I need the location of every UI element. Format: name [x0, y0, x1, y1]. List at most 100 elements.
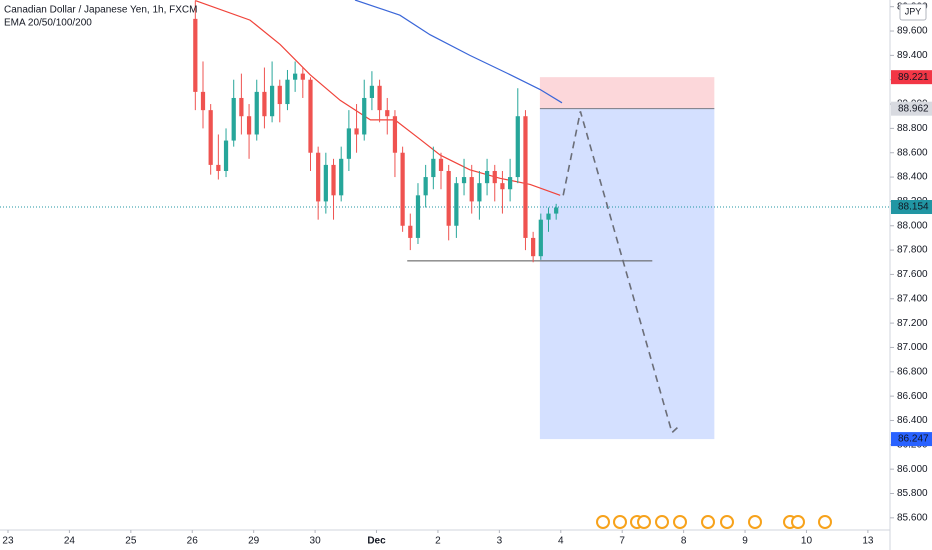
plot-area — [0, 0, 890, 440]
indicator-label: EMA 20/50/100/200 — [4, 18, 92, 29]
candle-body — [369, 85, 375, 98]
price-label: 89.221 — [898, 72, 929, 83]
currency-badge[interactable] — [899, 3, 927, 21]
event-icon[interactable] — [613, 515, 627, 529]
candle-body — [392, 116, 398, 153]
candle-body — [523, 116, 528, 238]
price-label-bg — [891, 101, 932, 116]
y-tick-label: 87.800 — [897, 245, 928, 256]
price-label-bg — [891, 432, 932, 447]
candle-body — [385, 110, 390, 117]
y-tick-label: 87.000 — [897, 342, 928, 353]
event-icon[interactable] — [673, 515, 687, 529]
candle-body — [362, 97, 367, 135]
candle-body — [277, 85, 282, 105]
events — [596, 515, 832, 529]
candle-body — [246, 116, 252, 135]
candle-body — [223, 140, 229, 171]
candle-body — [293, 73, 298, 80]
candle-body — [531, 237, 536, 257]
candle-body — [484, 170, 490, 184]
event-icon[interactable] — [596, 515, 610, 529]
candle-body — [231, 97, 236, 141]
x-tick-label: 2 — [435, 536, 441, 547]
price-label: 88.154 — [898, 202, 929, 213]
y-tick-label: 86.600 — [897, 391, 928, 402]
candle-body — [300, 73, 305, 80]
candle-body — [477, 183, 482, 202]
candle-body — [431, 158, 436, 178]
candle-body — [308, 79, 313, 153]
price-label: 88.962 — [898, 103, 929, 114]
y-tick-label: 88.400 — [897, 172, 928, 183]
candle-body — [354, 128, 359, 135]
event-icon[interactable] — [791, 515, 805, 529]
x-tick-label: 13 — [862, 536, 874, 547]
y-tick-label: 85.800 — [897, 488, 928, 499]
x-tick-label: 10 — [801, 536, 813, 547]
candle-body — [200, 91, 206, 111]
candle-body — [377, 85, 382, 111]
x-tick-label: 4 — [558, 536, 564, 547]
event-icon[interactable] — [655, 515, 669, 529]
candle-body — [492, 170, 497, 184]
candle-body — [262, 91, 267, 117]
price-label-bg — [891, 200, 932, 215]
candle-body — [500, 183, 505, 190]
x-tick-label: 26 — [187, 536, 199, 547]
price-label: 86.247 — [898, 434, 929, 445]
event-icon[interactable] — [818, 515, 832, 529]
y-tick-label: 88.000 — [897, 220, 928, 231]
candle-body — [316, 152, 321, 202]
event-icon[interactable] — [701, 515, 715, 529]
y-tick-label: 89.600 — [897, 26, 928, 37]
chart-title: Canadian Dollar / Japanese Yen, 1h, FXCM — [4, 5, 197, 16]
candle-body — [216, 164, 221, 171]
price-label-bg — [891, 70, 932, 85]
candle-body — [254, 91, 259, 135]
stop-zone — [539, 77, 715, 109]
y-tick-label: 85.600 — [897, 512, 928, 523]
y-tick-label: 89.400 — [897, 50, 928, 61]
y-tick-label: 87.200 — [897, 318, 928, 329]
candle-body — [538, 219, 543, 257]
x-tick-label: 7 — [619, 536, 625, 547]
event-icon[interactable] — [720, 515, 734, 529]
candle-body — [269, 85, 275, 117]
candle-body — [400, 152, 405, 226]
candle-body — [446, 170, 451, 226]
x-tick-label: 9 — [742, 536, 748, 547]
candle-body — [323, 164, 328, 202]
candle-body — [285, 79, 290, 105]
candle-body — [415, 195, 421, 238]
y-tick-label: 88.800 — [897, 123, 928, 134]
candle-body — [554, 207, 559, 214]
x-tick-label: 8 — [681, 536, 687, 547]
candle-body — [208, 110, 213, 165]
candle-body — [438, 158, 444, 171]
candle-body — [239, 97, 244, 117]
candle-body — [469, 177, 474, 202]
y-tick-label: 86.800 — [897, 366, 928, 377]
x-tick-label: 29 — [248, 536, 260, 547]
candle-body — [507, 177, 513, 190]
event-icon[interactable] — [637, 515, 651, 529]
x-tick-label: Dec — [367, 536, 386, 547]
x-tick-label: 25 — [125, 536, 137, 547]
candle-body — [454, 183, 459, 226]
x-tick-label: 30 — [310, 536, 322, 547]
candle-body — [339, 158, 344, 196]
candle-body — [461, 177, 467, 184]
y-tick-label: 87.400 — [897, 293, 928, 304]
x-tick-label: 3 — [497, 536, 503, 547]
candle-body — [193, 18, 198, 92]
currency-label: JPY — [905, 6, 922, 16]
y-tick-label: 88.600 — [897, 147, 928, 158]
y-tick-label: 86.000 — [897, 464, 928, 475]
projection-path — [562, 111, 681, 435]
candle-body — [408, 225, 413, 238]
candle-body — [423, 177, 428, 196]
event-icon[interactable] — [748, 515, 762, 529]
